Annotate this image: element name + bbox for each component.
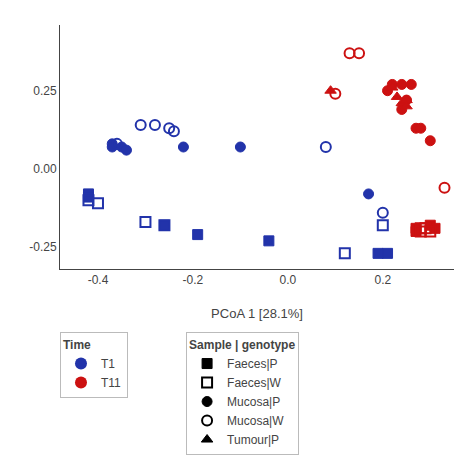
svg-text:-0.4: -0.4: [88, 273, 109, 287]
svg-text:Faeces|P: Faeces|P: [227, 357, 277, 371]
svg-text:0.00: 0.00: [33, 162, 57, 176]
svg-text:Faeces|W: Faeces|W: [227, 376, 281, 390]
svg-text:T1: T1: [101, 357, 115, 371]
svg-text:0.0: 0.0: [280, 273, 297, 287]
svg-text:T11: T11: [101, 376, 121, 390]
svg-text:-0.2: -0.2: [183, 273, 204, 287]
svg-text:Mucosa|P: Mucosa|P: [227, 395, 280, 409]
svg-text:Tumour|P: Tumour|P: [227, 433, 279, 447]
svg-text:Mucosa|W: Mucosa|W: [227, 414, 284, 428]
svg-text:Time: Time: [63, 338, 91, 352]
svg-text:PCoA 1 [28.1%]: PCoA 1 [28.1%]: [211, 306, 303, 321]
svg-text:0.2: 0.2: [374, 273, 391, 287]
svg-text:Sample | genotype: Sample | genotype: [189, 338, 295, 352]
svg-text:-0.25: -0.25: [29, 240, 57, 254]
svg-text:0.25: 0.25: [33, 84, 57, 98]
